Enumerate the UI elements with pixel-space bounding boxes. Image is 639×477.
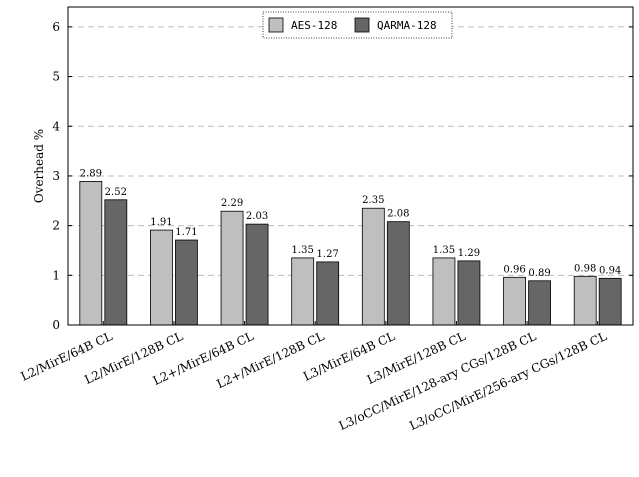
y-tick-label: 3 — [52, 169, 60, 183]
y-tick-label: 2 — [52, 219, 60, 233]
bar-value-label: 0.94 — [599, 265, 621, 276]
bar-qarma-128 — [598, 277, 622, 326]
bars — [79, 181, 622, 326]
bar-value-label: 1.35 — [433, 245, 455, 256]
legend-label: AES-128 — [291, 19, 337, 32]
legend: AES-128 QARMA-128 — [262, 11, 453, 39]
bar-value-label: 1.27 — [317, 249, 339, 260]
bar-qarma-128 — [104, 199, 128, 326]
bar-aes-128 — [79, 181, 103, 326]
bar-value-label: 2.52 — [105, 187, 127, 198]
bar-aes-128 — [573, 275, 597, 326]
bar-value-label: 2.03 — [246, 211, 268, 222]
bar-value-label: 1.29 — [458, 248, 480, 259]
bar-aes-128 — [432, 257, 456, 326]
bar-qarma-128 — [457, 260, 481, 326]
bar-value-label: 1.71 — [175, 227, 197, 238]
bar-aes-128 — [361, 207, 385, 326]
bar-value-label: 1.91 — [150, 217, 172, 228]
plot-frame — [67, 6, 634, 326]
bar-aes-128 — [291, 257, 315, 326]
y-axis-title: Overhead % — [32, 129, 46, 203]
bar-value-label: 2.89 — [80, 168, 102, 179]
bar-value-label: 0.89 — [528, 268, 550, 279]
bar-aes-128 — [220, 210, 244, 326]
y-tick-label: 0 — [52, 318, 60, 332]
bar-qarma-128 — [386, 221, 410, 326]
data-labels: 2.892.521.911.712.292.031.35 1.272.352.08… — [80, 168, 622, 278]
bar-value-label: 0.98 — [574, 263, 596, 274]
bar-aes-128 — [150, 229, 173, 326]
legend-label: QARMA-128 — [377, 19, 437, 32]
bar-qarma-128 — [245, 223, 269, 326]
y-tick-label: 1 — [52, 268, 60, 282]
y-tick-label: 4 — [52, 119, 60, 133]
y-tick-label: 6 — [52, 20, 60, 34]
bar-value-label: 2.29 — [221, 198, 243, 209]
bar-aes-128 — [503, 276, 526, 326]
bar-qarma-128 — [316, 261, 340, 326]
legend-swatch — [268, 17, 284, 33]
bar-qarma-128 — [528, 280, 551, 326]
y-tick-label: 5 — [52, 70, 60, 84]
bar-value-label: 0.96 — [503, 264, 525, 275]
bar-value-label: 2.35 — [362, 195, 384, 206]
bar-qarma-128 — [175, 239, 198, 326]
bar-value-label: 2.08 — [387, 209, 409, 220]
legend-swatch — [354, 17, 370, 33]
bar-value-label: 1.35 — [292, 245, 314, 256]
